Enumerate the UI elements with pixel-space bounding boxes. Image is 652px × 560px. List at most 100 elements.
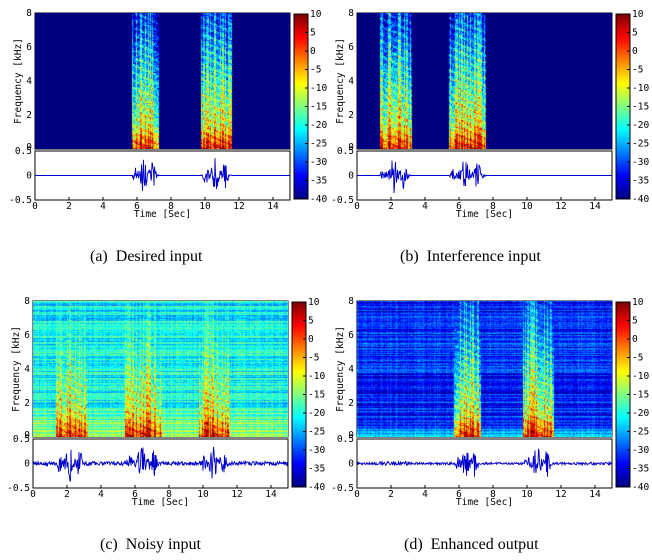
colorbar-tick-label: 10 (308, 297, 320, 308)
caption-letter: (b) (400, 248, 419, 265)
colorbar-tick-label: -5 (632, 65, 643, 76)
colorbar-tick-label: 0 (308, 334, 314, 345)
freq-tick-label: 2 (26, 110, 32, 121)
freq-tick-label: 6 (348, 42, 354, 53)
colorbar-tick-label: 10 (632, 9, 644, 20)
colorbar-tick-label: -20 (308, 408, 325, 419)
waveform (35, 158, 290, 192)
colorbar-tick-label: -20 (632, 120, 649, 131)
time-tick-label: 8 (166, 489, 172, 500)
colorbar-tick-label: -30 (310, 157, 327, 168)
colorbar-tick-label: -35 (632, 464, 649, 475)
colorbar-tick-label: 5 (632, 316, 638, 327)
caption-text: Noisy input (125, 536, 201, 553)
freq-tick-label: 8 (348, 296, 354, 307)
waveform-trace (35, 158, 290, 192)
colorbar-tick-label: -40 (632, 482, 649, 493)
time-tick-label: 0 (354, 489, 360, 500)
colorbar-image (616, 302, 630, 487)
spectrogram-ylabel: Frequency [kHz] (11, 326, 22, 412)
spectrogram-image (357, 13, 612, 149)
wave-tick-label: 0.5 (15, 146, 32, 157)
time-tick-label: 14 (589, 201, 601, 212)
freq-tick-label: 2 (24, 398, 30, 409)
time-tick-label: 14 (265, 489, 277, 500)
spectrogram-ylabel: Frequency [kHz] (335, 326, 346, 412)
colorbar-tick-label: 0 (310, 46, 316, 57)
caption-a: (a) Desired input (90, 248, 202, 266)
time-tick-label: 6 (456, 201, 462, 212)
time-tick-label: 8 (490, 489, 496, 500)
time-tick-label: 4 (98, 489, 104, 500)
spectrogram-ylabel: Frequency [kHz] (335, 38, 346, 124)
time-tick-label: 0 (30, 489, 36, 500)
colorbar-tick-label: -5 (632, 353, 643, 364)
time-tick-label: 4 (422, 201, 428, 212)
time-tick-label: 6 (456, 489, 462, 500)
freq-tick-label: 4 (26, 76, 32, 87)
colorbar-tick-label: -25 (308, 427, 325, 438)
colorbar-tick-label: 0 (632, 46, 638, 57)
time-tick-label: 4 (100, 201, 106, 212)
freq-tick-label: 0 (348, 142, 354, 153)
wave-tick-label: 0 (348, 459, 354, 470)
wave-tick-label: -0.5 (7, 483, 30, 494)
colorbar-tick-label: 10 (632, 297, 644, 308)
colorbar-tick-label: -20 (632, 408, 649, 419)
wave-tick-label: -0.5 (9, 195, 32, 206)
colorbar-tick-label: -35 (632, 176, 649, 187)
colorbar-image (616, 14, 630, 199)
caption-d: (d) Enhanced output (404, 536, 539, 554)
wave-tick-label: 0.5 (337, 434, 354, 445)
caption-c: (c) Noisy input (100, 536, 201, 554)
caption-letter: (a) (90, 248, 108, 265)
time-tick-label: 0 (32, 201, 38, 212)
freq-tick-label: 4 (24, 364, 30, 375)
wave-tick-label: 0 (348, 171, 354, 182)
waveform (356, 448, 613, 477)
freq-tick-label: 6 (348, 330, 354, 341)
time-tick-label: 8 (168, 201, 174, 212)
caption-letter: (d) (404, 536, 423, 553)
freq-tick-label: 2 (348, 398, 354, 409)
time-tick-label: 8 (490, 201, 496, 212)
colorbar-tick-label: -15 (310, 102, 327, 113)
time-tick-label: 10 (197, 489, 209, 500)
freq-tick-label: 8 (24, 296, 30, 307)
waveform (32, 446, 289, 482)
colorbar-tick-label: -25 (632, 427, 649, 438)
time-tick-label: 14 (267, 201, 279, 212)
time-xlabel: Time [Sec] (456, 497, 513, 508)
wave-tick-label: 0.5 (13, 434, 30, 445)
time-tick-label: 10 (199, 201, 211, 212)
time-tick-label: 12 (555, 201, 566, 212)
colorbar-tick-label: 5 (632, 28, 638, 39)
colorbar-tick-label: -40 (632, 194, 649, 205)
time-tick-label: 10 (521, 201, 533, 212)
colorbar-tick-label: -35 (308, 464, 325, 475)
wave-tick-label: 0 (26, 171, 32, 182)
waveform-trace (32, 446, 289, 482)
time-xlabel: Time [Sec] (456, 209, 513, 220)
caption-text: Interference input (426, 248, 541, 265)
time-tick-label: 12 (233, 201, 244, 212)
colorbar-image (294, 14, 308, 199)
colorbar-tick-label: -30 (632, 157, 649, 168)
colorbar-tick-label: -5 (310, 65, 321, 76)
colorbar-tick-label: -15 (632, 102, 649, 113)
spectrogram-image (33, 301, 288, 437)
colorbar-tick-label: -30 (308, 445, 325, 456)
waveform-trace (357, 160, 612, 194)
colorbar-tick-label: 5 (310, 28, 316, 39)
wave-tick-label: 0 (24, 459, 30, 470)
freq-tick-label: 8 (26, 8, 32, 19)
spectrogram-image (35, 13, 290, 149)
colorbar-tick-label: -20 (310, 120, 327, 131)
wave-tick-label: -0.5 (331, 483, 354, 494)
colorbar-image (292, 302, 306, 487)
colorbar-tick-label: 0 (632, 334, 638, 345)
colorbar-tick-label: -35 (310, 176, 327, 187)
spectrogram-ylabel: Frequency [kHz] (13, 38, 24, 124)
